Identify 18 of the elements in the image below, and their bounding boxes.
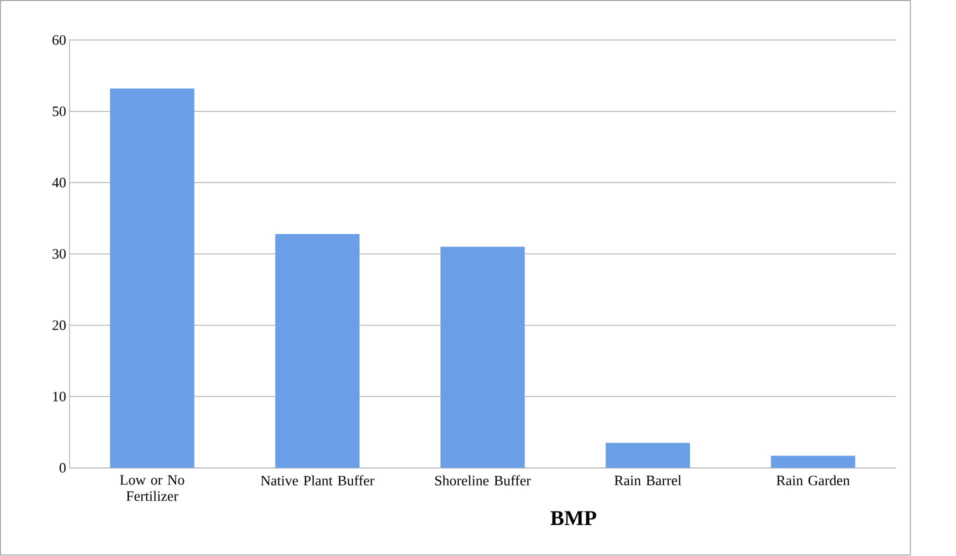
x-axis-title: BMP — [550, 511, 596, 526]
bar — [606, 443, 690, 468]
x-tick-label: Low or No Fertilizer — [120, 475, 184, 502]
bar — [770, 456, 856, 468]
bar — [440, 247, 525, 468]
y-tick-label: 50 — [52, 106, 66, 116]
bar — [110, 88, 194, 468]
y-tick-label: 60 — [52, 35, 66, 46]
x-tick-label: Rain Garden — [776, 475, 850, 486]
y-tick-label: 30 — [52, 249, 66, 259]
x-tick-label: Shoreline Buffer — [435, 475, 531, 486]
y-tick-label: 0 — [60, 463, 66, 473]
bar — [275, 234, 360, 468]
y-tick-label: 20 — [52, 320, 66, 330]
x-tick-label: Rain Barrel — [614, 475, 682, 486]
y-tick-label: 10 — [53, 392, 66, 402]
x-tick-label: Native Plant Buffer — [260, 475, 374, 486]
y-tick-label: 40 — [52, 178, 66, 188]
